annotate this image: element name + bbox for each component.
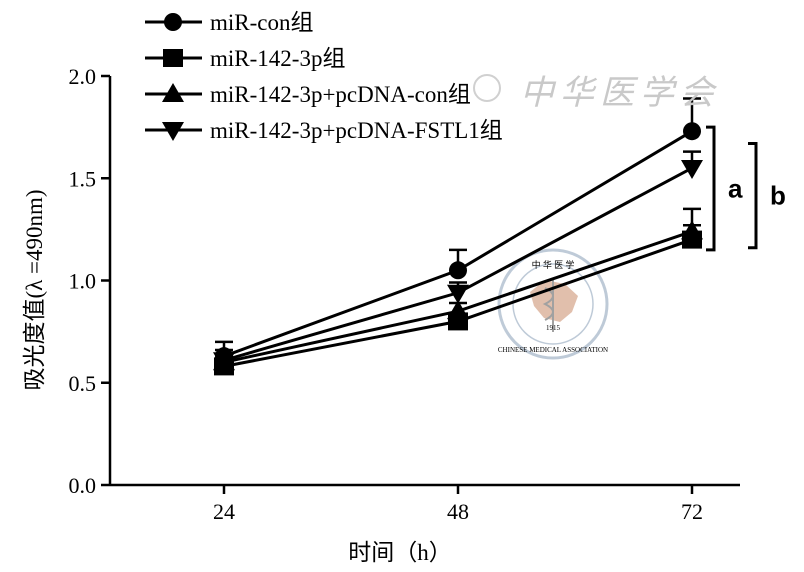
y-axis-label: 吸光度值(λ =490nm)	[22, 189, 47, 390]
data-point	[681, 220, 703, 240]
x-tick-label: 72	[681, 499, 703, 524]
x-axis-label: 时间（h）	[348, 540, 452, 565]
data-point	[447, 284, 469, 304]
legend-marker	[162, 83, 184, 102]
legend-item-0: miR-con组	[145, 10, 314, 35]
data-point	[449, 261, 467, 280]
watermark-banner-text: 中华医学会	[520, 73, 720, 113]
x-tick-label: 48	[447, 499, 469, 524]
legend-marker	[164, 13, 182, 31]
data-point	[681, 160, 703, 180]
data-point	[683, 122, 701, 141]
watermark-banner	[473, 74, 501, 102]
data-point	[213, 352, 235, 372]
legend-label: miR-142-3p+pcDNA-FSTL1组	[210, 118, 503, 143]
y-tick-label: 1.0	[69, 269, 97, 294]
series-2	[213, 207, 703, 371]
significance-label: b	[770, 181, 786, 211]
legend-label: miR-con组	[210, 10, 314, 35]
data-point	[447, 300, 469, 320]
legend: miR-con组 miR-142-3p组 miR-142-3p+pcDNA-con组…	[145, 10, 503, 143]
watermark-logo-ring-text: CHINESE MEDICAL ASSOCIATION	[498, 346, 608, 354]
legend-label: miR-142-3p+pcDNA-con组	[210, 82, 471, 107]
x-tick-label: 24	[213, 499, 235, 524]
y-tick-label: 2.0	[69, 64, 97, 89]
watermark-logo-year-text: 1915	[546, 324, 561, 332]
legend-item-2: miR-142-3p+pcDNA-con组	[145, 82, 471, 107]
watermark-logo-top-text: 中 华 医 学	[532, 259, 575, 270]
legend-label: miR-142-3p组	[210, 46, 345, 71]
series-layer	[213, 97, 703, 376]
bracket-line	[706, 125, 716, 252]
axes: 0.0 0.5 1.0 1.5 2.0 24 48 72 时间（h） 吸光度值(λ =490nm)	[22, 64, 740, 565]
bracket-a: a	[706, 125, 743, 252]
bracket-line	[748, 141, 758, 250]
legend-marker	[162, 122, 184, 141]
bracket-b: b	[748, 141, 786, 250]
y-tick-label: 1.5	[69, 166, 97, 191]
significance-label: a	[728, 173, 743, 203]
y-tick-label: 0.0	[69, 473, 97, 498]
y-tick-label: 0.5	[69, 371, 97, 396]
series-3	[213, 150, 703, 372]
legend-item-1: miR-142-3p组	[145, 46, 345, 71]
legend-marker	[163, 49, 183, 67]
legend-item-3: miR-142-3p+pcDNA-FSTL1组	[145, 118, 503, 143]
